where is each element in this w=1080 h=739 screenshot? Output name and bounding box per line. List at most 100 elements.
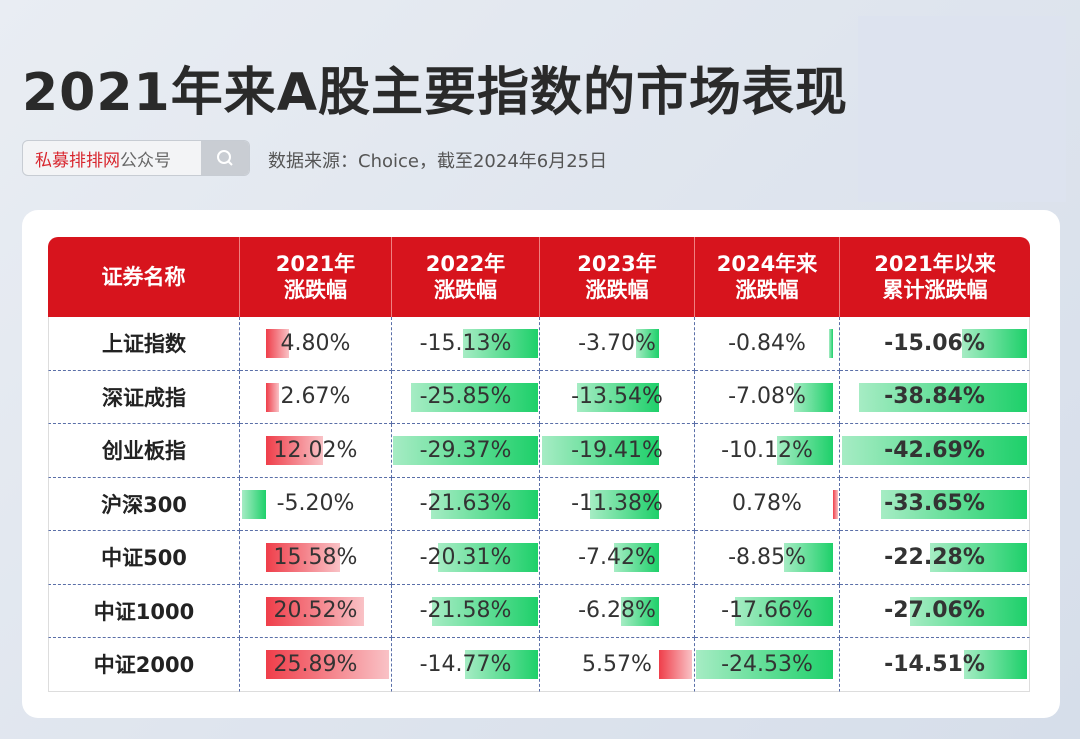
value-cell: -33.65% bbox=[840, 477, 1030, 531]
negative-data-bar bbox=[964, 650, 1028, 679]
value-label: -22.28% bbox=[884, 544, 985, 570]
negative-data-bar bbox=[393, 436, 538, 465]
positive-data-bar bbox=[266, 329, 290, 358]
negative-data-bar bbox=[241, 489, 267, 519]
value-cell: -17.66% bbox=[695, 584, 840, 638]
value-label: 4.80% bbox=[280, 330, 351, 356]
value-label: 15.58% bbox=[273, 544, 358, 570]
index-name: 中证500 bbox=[48, 531, 240, 585]
index-name: 沪深300 bbox=[48, 477, 240, 531]
negative-data-bar bbox=[909, 596, 1028, 626]
table-row: 中证2000 25.89% -14.77% 5.57% -24.53% -14.51% bbox=[48, 638, 1030, 692]
value-label: -29.37% bbox=[419, 437, 512, 463]
index-performance-table: 证券名称 2021年 涨跌幅 2022年 涨跌幅 2023年 涨跌幅 2024年来 涨跌幅 202… bbox=[48, 237, 1030, 692]
value-cell: 12.02% bbox=[240, 424, 392, 478]
value-cell: -11.38% bbox=[540, 477, 695, 531]
negative-data-bar bbox=[590, 489, 659, 519]
table-row: 深证成指 2.67% -25.85% -13.54% -7.08% -38.84% bbox=[48, 370, 1030, 424]
value-label: -6.28% bbox=[578, 598, 656, 624]
value-cell: -14.51% bbox=[840, 638, 1030, 692]
value-label: -5.20% bbox=[276, 491, 355, 517]
value-label: -25.85% bbox=[419, 384, 512, 410]
value-cell: -22.28% bbox=[840, 531, 1030, 585]
table-row: 上证指数 4.80% -15.13% -3.70% -0.84% -15.06% bbox=[48, 317, 1030, 371]
negative-data-bar bbox=[620, 596, 659, 626]
table-row: 沪深300 -5.20% -21.63% -11.38% 0.78% -33.65% bbox=[48, 477, 1030, 531]
value-cell: -10.12% bbox=[695, 424, 840, 478]
value-cell: -21.58% bbox=[392, 584, 540, 638]
value-cell: -38.84% bbox=[840, 370, 1030, 424]
negative-data-bar bbox=[437, 543, 538, 572]
search-icon bbox=[217, 150, 233, 166]
value-label: 5.57% bbox=[582, 651, 652, 677]
value-label: -17.66% bbox=[721, 598, 813, 624]
negative-data-bar bbox=[541, 436, 659, 465]
column-header: 2021年以来 累计涨跌幅 bbox=[840, 237, 1030, 317]
page-title: 2021年来A股主要指数的市场表现 bbox=[22, 63, 848, 123]
negative-data-bar bbox=[734, 596, 834, 626]
negative-data-bar bbox=[828, 329, 834, 358]
value-label: -3.70% bbox=[578, 330, 656, 356]
value-cell: 20.52% bbox=[240, 584, 392, 638]
positive-data-bar bbox=[266, 650, 390, 679]
value-label: -7.42% bbox=[578, 544, 656, 570]
value-cell: -0.84% bbox=[695, 317, 840, 371]
data-source: 数据来源：Choice，截至2024年6月25日 bbox=[268, 151, 608, 172]
column-header: 证券名称 bbox=[48, 237, 240, 317]
value-cell: -8.85% bbox=[695, 531, 840, 585]
search-button[interactable] bbox=[201, 141, 249, 175]
value-cell: -15.06% bbox=[840, 317, 1030, 371]
negative-data-bar bbox=[841, 436, 1028, 465]
value-label: -8.85% bbox=[728, 544, 806, 570]
column-header: 2022年 涨跌幅 bbox=[392, 237, 540, 317]
value-label: -14.77% bbox=[419, 651, 512, 677]
value-cell: -19.41% bbox=[540, 424, 695, 478]
value-label: -27.06% bbox=[884, 598, 985, 624]
column-header: 2024年来 涨跌幅 bbox=[695, 237, 840, 317]
value-cell: -20.31% bbox=[392, 531, 540, 585]
search-brand: 私募排排网 bbox=[35, 150, 120, 171]
negative-data-bar bbox=[858, 382, 1028, 412]
positive-data-bar bbox=[266, 382, 279, 412]
index-name: 深证成指 bbox=[48, 370, 240, 424]
search-suffix: 公众号 bbox=[120, 150, 171, 171]
negative-data-bar bbox=[696, 650, 834, 679]
value-label: -11.38% bbox=[571, 491, 663, 517]
value-cell: 2.67% bbox=[240, 370, 392, 424]
value-label: -14.51% bbox=[884, 651, 985, 677]
negative-data-bar bbox=[793, 382, 834, 412]
decorative-panel bbox=[858, 16, 1066, 202]
negative-data-bar bbox=[881, 489, 1028, 519]
negative-data-bar bbox=[613, 543, 659, 572]
value-label: -33.65% bbox=[884, 491, 985, 517]
column-header: 2021年 涨跌幅 bbox=[240, 237, 392, 317]
value-label: -24.53% bbox=[721, 651, 813, 677]
value-label: 20.52% bbox=[273, 598, 358, 624]
table-row: 中证500 15.58% -20.31% -7.42% -8.85% -22.28% bbox=[48, 531, 1030, 585]
value-cell: -25.85% bbox=[392, 370, 540, 424]
value-label: -42.69% bbox=[884, 437, 985, 463]
negative-data-bar bbox=[431, 489, 538, 519]
value-label: -20.31% bbox=[419, 544, 512, 570]
negative-data-bar bbox=[930, 543, 1028, 572]
index-name: 创业板指 bbox=[48, 424, 240, 478]
value-label: -15.06% bbox=[884, 330, 985, 356]
value-cell: -5.20% bbox=[240, 477, 392, 531]
negative-data-bar bbox=[463, 329, 538, 358]
negative-data-bar bbox=[465, 650, 538, 679]
search-box[interactable]: 私募排排网 公众号 bbox=[22, 140, 250, 176]
index-name: 中证1000 bbox=[48, 584, 240, 638]
value-cell: -15.13% bbox=[392, 317, 540, 371]
negative-data-bar bbox=[577, 382, 659, 412]
table-row: 中证1000 20.52% -21.58% -6.28% -17.66% -27.06% bbox=[48, 584, 1030, 638]
negative-data-bar bbox=[776, 436, 834, 465]
value-cell: 4.80% bbox=[240, 317, 392, 371]
value-cell: -21.63% bbox=[392, 477, 540, 531]
value-cell: -7.08% bbox=[695, 370, 840, 424]
value-label: -21.63% bbox=[419, 491, 512, 517]
value-label: -13.54% bbox=[571, 384, 663, 410]
value-cell: -14.77% bbox=[392, 638, 540, 692]
value-label: 25.89% bbox=[273, 651, 358, 677]
value-cell: -6.28% bbox=[540, 584, 695, 638]
index-name: 中证2000 bbox=[48, 638, 240, 692]
